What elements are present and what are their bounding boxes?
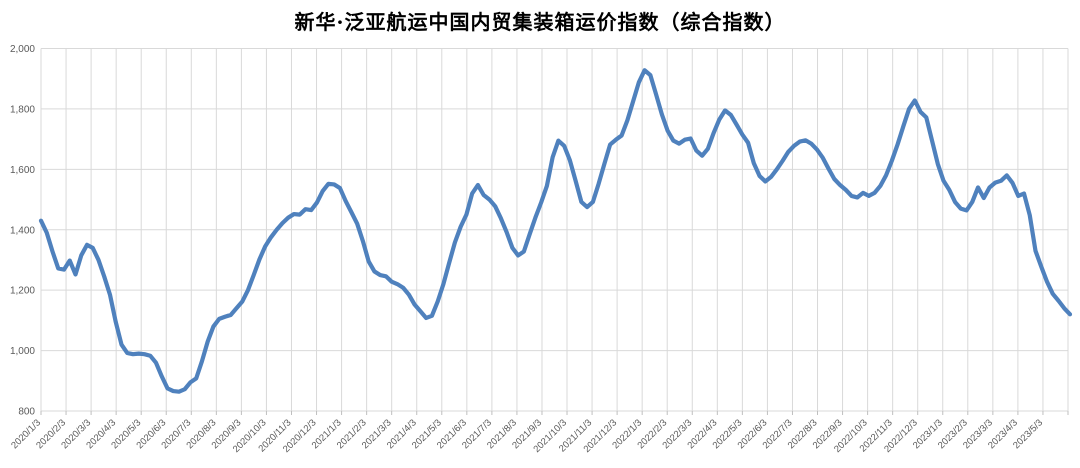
y-tick-label: 1,800 <box>10 104 35 115</box>
chart-title: 新华·泛亚航运中国内贸集装箱运价指数（综合指数） <box>294 10 786 34</box>
y-tick-label: 1,600 <box>10 165 35 176</box>
y-tick-label: 800 <box>18 407 35 418</box>
y-tick-label: 1,000 <box>10 346 35 357</box>
y-tick-label: 1,400 <box>10 225 35 236</box>
y-tick-label: 2,000 <box>10 44 35 55</box>
series-line <box>38 68 1073 394</box>
y-tick-label: 1,200 <box>10 286 35 297</box>
